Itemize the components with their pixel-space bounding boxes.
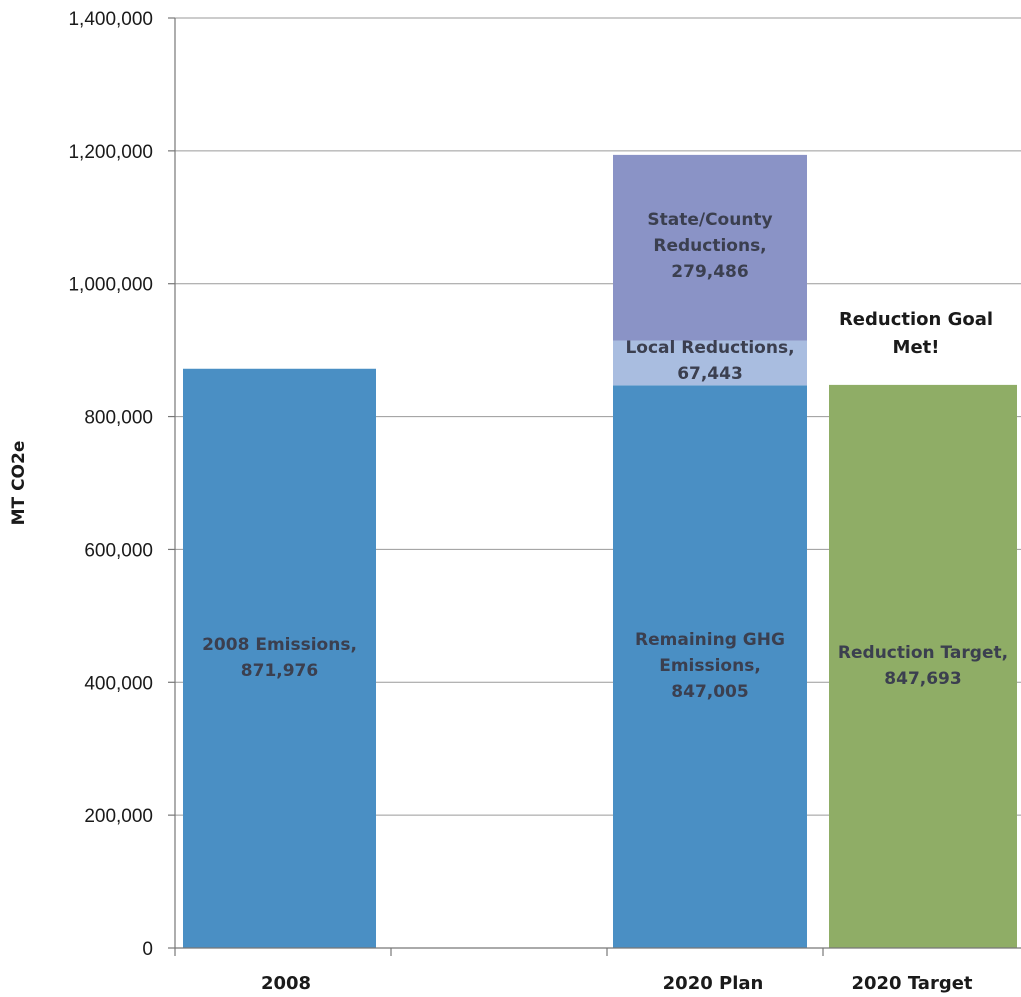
annotation: Reduction Goal Met! [839, 309, 993, 358]
axes: 0 200,000 400,000 600,000 800,000 1,000,000 1,… [9, 9, 1021, 994]
bar-segment [613, 340, 807, 386]
y-tick-label: 1,200,000 [68, 142, 153, 163]
bar-segment [183, 368, 376, 948]
data-label: Remaining GHG Emissions, 847,005 [635, 630, 785, 702]
x-tick-label: 2020 Plan [663, 973, 764, 994]
bar-segment [613, 385, 807, 948]
bar-segment [613, 154, 807, 341]
labels: 2008 Emissions, 871,976 Remaining GHG Emiss… [202, 210, 1008, 702]
y-tick-label: 800,000 [84, 408, 153, 429]
data-label: Reduction Target, 847,693 [838, 643, 1008, 689]
data-label: State/County Reductions, 279,486 [647, 210, 772, 282]
y-tick-label: 0 [142, 939, 153, 960]
y-tick-label: 400,000 [84, 673, 153, 694]
data-label: Local Reductions, 67,443 [625, 338, 794, 384]
y-tick-label: 200,000 [84, 806, 153, 827]
bar-segment [829, 384, 1017, 948]
y-tick-label: 1,000,000 [68, 275, 153, 296]
x-tick-label: 2008 [261, 973, 311, 994]
data-label: 2008 Emissions, 871,976 [202, 635, 357, 681]
y-tick-label: 600,000 [84, 540, 153, 561]
y-tick-label: 1,400,000 [68, 9, 153, 30]
y-axis-label: MT CO2e [9, 441, 29, 526]
x-tick-label: 2020 Target [851, 973, 972, 994]
bars [183, 154, 1017, 948]
